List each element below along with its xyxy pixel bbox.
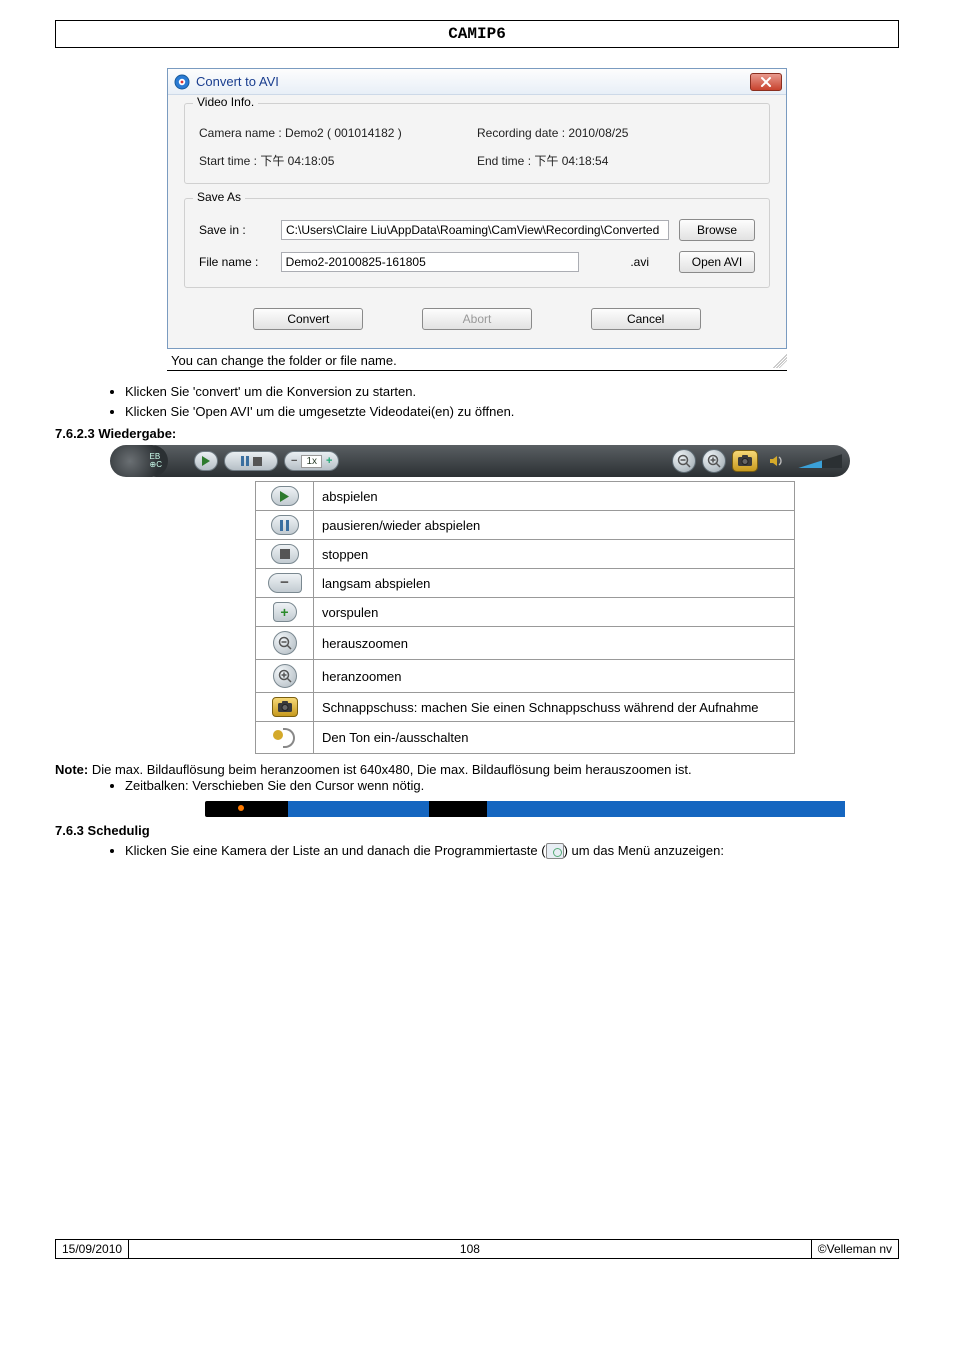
save-in-input[interactable] bbox=[281, 220, 669, 240]
start-time-label: Start time : 下午 04:18:05 bbox=[199, 152, 477, 169]
heading-schedulig: 7.6.3 Schedulig bbox=[55, 823, 899, 838]
pause-icon bbox=[256, 511, 314, 540]
playback-label: langsam abspielen bbox=[314, 569, 795, 598]
dialog-caption-row: You can change the folder or file name. bbox=[167, 351, 787, 371]
bullet-convert: Klicken Sie 'convert' um die Konversion … bbox=[125, 383, 899, 401]
file-name-input[interactable] bbox=[281, 252, 580, 272]
bullet-sched-a: Klicken Sie eine Kamera der Liste an und… bbox=[125, 843, 546, 858]
note-paragraph: Note: Die max. Bildauflösung beim heranz… bbox=[55, 762, 899, 777]
note-label: Note: bbox=[55, 762, 88, 777]
bullet-sched-b: ) um das Menü anzuzeigen: bbox=[564, 843, 724, 858]
zoom-out-icon bbox=[256, 627, 314, 660]
zoom-in-button[interactable] bbox=[702, 449, 726, 473]
zoom-in-icon bbox=[256, 660, 314, 693]
pause-stop-group[interactable] bbox=[224, 451, 278, 471]
timeline-segment bbox=[288, 801, 429, 817]
timeline-wrap bbox=[205, 801, 845, 817]
save-as-label: Save As bbox=[193, 190, 245, 204]
app-icon bbox=[174, 74, 190, 90]
table-row: pausieren/wieder abspielen bbox=[256, 511, 795, 540]
table-row: stoppen bbox=[256, 540, 795, 569]
player-left-pod: EB⊕C bbox=[110, 445, 168, 477]
playback-label: Den Ton ein-/ausschalten bbox=[314, 722, 795, 754]
pause-icon bbox=[241, 456, 249, 466]
video-info-group: Video Info. Camera name : Demo2 ( 001014… bbox=[184, 103, 770, 184]
speaker-button[interactable] bbox=[764, 449, 788, 473]
convert-dialog: Convert to AVI Video Info. Camera name :… bbox=[167, 68, 787, 349]
resize-grip-icon bbox=[773, 354, 787, 368]
save-as-group: Save As Save in : Browse File name : .av… bbox=[184, 198, 770, 288]
footer-page: 108 bbox=[128, 1240, 812, 1258]
schedule-icon bbox=[546, 843, 564, 859]
playback-label: abspielen bbox=[314, 482, 795, 511]
page-footer: 15/09/2010 108 ©Velleman nv bbox=[55, 1239, 899, 1259]
timeline-track[interactable] bbox=[205, 801, 845, 817]
playback-table: abspielenpausieren/wieder abspielenstopp… bbox=[255, 481, 795, 754]
extension-label: .avi bbox=[589, 255, 649, 269]
timeline-segment bbox=[487, 801, 845, 817]
playback-label: vorspulen bbox=[314, 598, 795, 627]
close-icon bbox=[760, 76, 772, 88]
file-name-label: File name : bbox=[199, 255, 271, 269]
abort-button[interactable]: Abort bbox=[422, 308, 532, 330]
zoom-out-button[interactable] bbox=[672, 449, 696, 473]
browse-button[interactable]: Browse bbox=[679, 219, 755, 241]
playback-label: heranzoomen bbox=[314, 660, 795, 693]
play-button[interactable] bbox=[194, 451, 218, 471]
minus-icon: − bbox=[256, 569, 314, 598]
camera-icon bbox=[737, 455, 753, 467]
bullet-timeline: Zeitbalken: Verschieben Sie den Cursor w… bbox=[125, 777, 899, 795]
playback-label: herauszoomen bbox=[314, 627, 795, 660]
dialog-titlebar: Convert to AVI bbox=[168, 69, 786, 95]
table-row: Schnappschuss: machen Sie einen Schnapps… bbox=[256, 693, 795, 722]
camera-name-label: Camera name : Demo2 ( 001014182 ) bbox=[199, 126, 477, 140]
page-header: CAMIP6 bbox=[55, 20, 899, 48]
stop-icon bbox=[256, 540, 314, 569]
end-time-label: End time : 下午 04:18:54 bbox=[477, 152, 755, 169]
table-row: heranzoomen bbox=[256, 660, 795, 693]
cancel-button[interactable]: Cancel bbox=[591, 308, 701, 330]
open-avi-button[interactable]: Open AVI bbox=[679, 251, 755, 273]
note-body: Die max. Bildauflösung beim heranzoomen … bbox=[88, 762, 691, 777]
table-row: Den Ton ein-/ausschalten bbox=[256, 722, 795, 754]
camera-icon bbox=[256, 693, 314, 722]
volume-indicator[interactable] bbox=[798, 454, 842, 468]
play-icon bbox=[256, 482, 314, 511]
footer-date: 15/09/2010 bbox=[56, 1240, 128, 1258]
timeline-marker[interactable] bbox=[237, 797, 245, 821]
playback-label: pausieren/wieder abspielen bbox=[314, 511, 795, 540]
zoom-in-icon bbox=[707, 454, 721, 468]
speaker-icon bbox=[768, 453, 784, 469]
speaker-icon bbox=[256, 722, 314, 754]
table-row: +vorspulen bbox=[256, 598, 795, 627]
dialog-caption: You can change the folder or file name. bbox=[171, 353, 397, 368]
playback-label: Schnappschuss: machen Sie einen Schnapps… bbox=[314, 693, 795, 722]
video-info-label: Video Info. bbox=[193, 95, 258, 109]
stop-icon bbox=[253, 457, 262, 466]
bullet-openavi: Klicken Sie 'Open AVI' um die umgesetzte… bbox=[125, 403, 899, 421]
table-row: −langsam abspielen bbox=[256, 569, 795, 598]
plus-icon: + bbox=[256, 598, 314, 627]
save-in-label: Save in : bbox=[199, 223, 271, 237]
table-row: abspielen bbox=[256, 482, 795, 511]
speed-group[interactable]: − 1x + bbox=[284, 451, 339, 471]
player-toolbar: EB⊕C − 1x + bbox=[150, 445, 850, 477]
dialog-title: Convert to AVI bbox=[196, 74, 279, 89]
play-icon bbox=[202, 456, 210, 466]
heading-wiedergabe: 7.6.2.3 Wiedergabe: bbox=[55, 426, 899, 441]
table-row: herauszoomen bbox=[256, 627, 795, 660]
snapshot-button[interactable] bbox=[732, 450, 758, 472]
playback-label: stoppen bbox=[314, 540, 795, 569]
zoom-out-icon bbox=[677, 454, 691, 468]
footer-copy: ©Velleman nv bbox=[812, 1240, 898, 1258]
recording-date-label: Recording date : 2010/08/25 bbox=[477, 126, 755, 140]
convert-button[interactable]: Convert bbox=[253, 308, 363, 330]
bullet-sched: Klicken Sie eine Kamera der Liste an und… bbox=[125, 842, 899, 860]
speed-label: 1x bbox=[301, 455, 322, 468]
close-button[interactable] bbox=[750, 73, 782, 91]
